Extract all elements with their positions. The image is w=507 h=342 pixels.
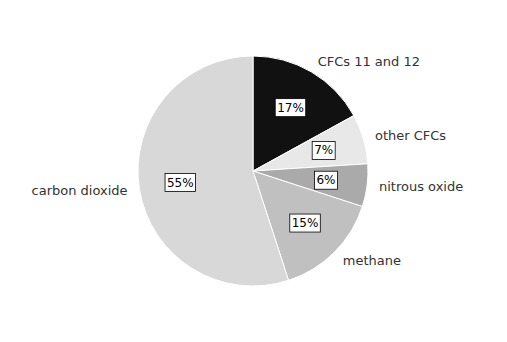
svg-text:55%: 55% <box>167 176 194 190</box>
svg-text:CFCs 11 and 12: CFCs 11 and 12 <box>318 54 420 69</box>
svg-text:6%: 6% <box>316 173 335 187</box>
svg-text:7%: 7% <box>314 143 333 157</box>
svg-text:nitrous oxide: nitrous oxide <box>379 179 463 194</box>
svg-text:other CFCs: other CFCs <box>375 128 446 143</box>
svg-text:17%: 17% <box>277 101 304 115</box>
svg-text:methane: methane <box>343 253 401 268</box>
svg-text:15%: 15% <box>292 216 319 230</box>
svg-text:carbon dioxide: carbon dioxide <box>32 183 128 198</box>
